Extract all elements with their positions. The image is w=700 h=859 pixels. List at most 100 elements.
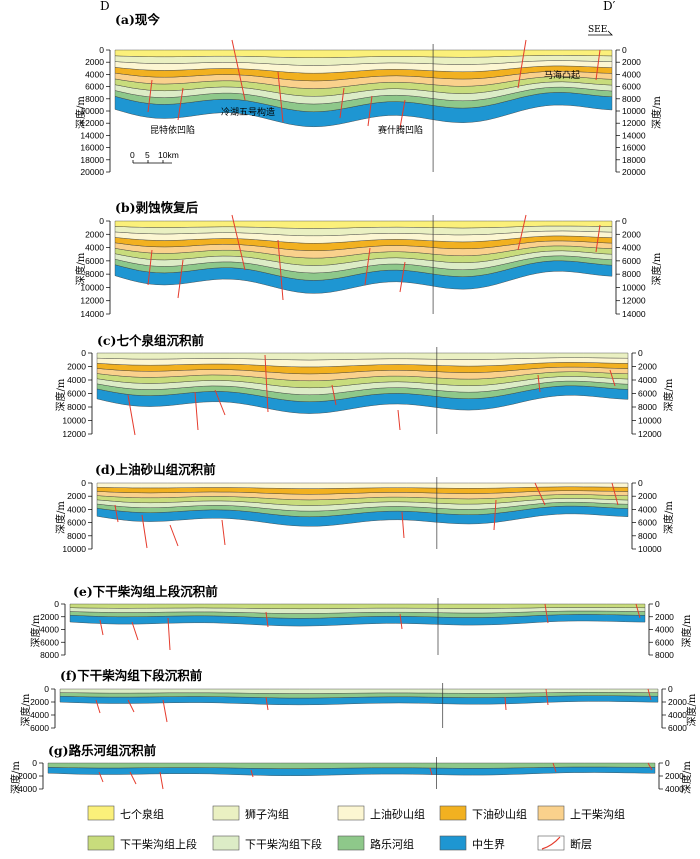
panel-a-title: (a)现今 [115, 12, 160, 27]
legend-item-xiagan-lower: 下干柴沟组下段 [212, 835, 322, 851]
tick-label: 2000 [67, 491, 86, 501]
legend-swatch [212, 805, 240, 821]
fault-line [399, 613, 403, 630]
tick-label: 4000 [622, 243, 641, 253]
tick-label: 0 [668, 684, 673, 694]
tick-label: 18000 [80, 155, 104, 165]
tick-label: 4000 [40, 625, 59, 635]
tick-label: 10000 [638, 416, 662, 426]
direction-label: SEE [588, 25, 607, 35]
fault-line [647, 762, 653, 771]
tick-label: 2000 [67, 362, 86, 372]
scale-bar: 0 5 10km [130, 150, 179, 164]
fault-line [114, 504, 119, 523]
legend-item-fault: 断层 [537, 835, 592, 851]
tick-label: 2000 [638, 491, 657, 501]
tick-label: 12000 [622, 118, 646, 128]
fault-line [231, 39, 246, 101]
depth-axis-label: 深度/m [74, 96, 87, 129]
fault-line [147, 249, 153, 286]
fault-line [339, 87, 345, 119]
depth-axis-label: 深度/m [662, 501, 675, 534]
tick-label: 12000 [80, 296, 104, 306]
tick-label: 14000 [80, 130, 104, 140]
panel-g-title: (g)路乐河组沉积前 [48, 743, 157, 758]
tick-label: 20000 [80, 167, 104, 177]
fault-line [177, 87, 184, 121]
legend-item-mesozoic: 中生界 [439, 835, 505, 851]
tick-label: 8000 [85, 269, 104, 279]
depth-axis-label: 深度/m [54, 501, 67, 534]
fault-line [534, 482, 546, 506]
fault-line [162, 699, 168, 723]
fault-line [504, 696, 507, 711]
legend-item-xiayoushashan: 下油砂山组 [439, 805, 527, 821]
tick-label: 10000 [622, 106, 646, 116]
tick-label: 16000 [622, 143, 646, 153]
tick-label: 4000 [638, 375, 657, 385]
tick-label: 4000 [668, 710, 687, 720]
legend-label: 上油砂山组 [370, 807, 425, 821]
tick-label: 8000 [638, 531, 657, 541]
fault-line [545, 688, 549, 706]
panel-f-title: (f)下干柴沟组下段沉积前 [60, 668, 203, 683]
start-label: D [100, 0, 110, 13]
tick-label: 6000 [30, 723, 49, 733]
tick-label: 12000 [80, 118, 104, 128]
legend-swatch [439, 835, 467, 851]
tick-label: 6000 [67, 518, 86, 528]
layer-band [114, 220, 613, 229]
fault-line [194, 391, 199, 431]
panel-d-title: (d)上油砂山组沉积前 [95, 462, 216, 477]
legend-label: 中生界 [472, 837, 505, 851]
fault-line [277, 239, 284, 301]
tick-label: 8000 [622, 269, 641, 279]
panel-a: 0 2000 4000 6000 8000 10000 12000 14000 16000 180… [74, 39, 663, 177]
legend-item-xiagan-upper: 下干柴沟组上段 [87, 835, 197, 851]
fault-line [264, 354, 269, 413]
tick-label: 4000 [85, 69, 104, 79]
fault-line [95, 699, 101, 714]
fault-line [552, 762, 557, 773]
depth-axis-label: 深度/m [29, 614, 42, 647]
tick-label: 4000 [622, 69, 641, 79]
depth-axis-label: 深度/m [685, 693, 698, 726]
fault-line [127, 699, 135, 713]
fault-line [399, 99, 406, 129]
legend-item-shizigou: 狮子沟组 [212, 805, 289, 821]
panel-b: 0 2000 4000 6000 8000 10000 12000 14000 深度/m 0 200… [74, 214, 663, 319]
fault-line [250, 769, 254, 778]
fault-line [141, 514, 148, 549]
legend-swatch [87, 805, 115, 821]
fault-line [647, 688, 652, 701]
tick-label: 10000 [622, 282, 646, 292]
legend-item-shangganchaigou: 上干柴沟组 [537, 805, 625, 821]
tick-label: 2000 [668, 697, 687, 707]
tick-label: 8000 [638, 402, 657, 412]
fault-line [167, 617, 171, 651]
tick-label: 2000 [85, 229, 104, 239]
legend-swatch [439, 805, 467, 821]
tick-label: 6000 [622, 256, 641, 266]
tick-label: 14000 [80, 309, 104, 319]
tick-label: 6000 [638, 389, 657, 399]
fault-line [609, 369, 616, 387]
tick-label: 4000 [18, 784, 37, 794]
legend-label: 下油砂山组 [472, 807, 527, 821]
tick-label: 2000 [622, 229, 641, 239]
tick-label: 0 [622, 45, 627, 55]
fault-line [517, 214, 527, 251]
fault-line [635, 603, 641, 619]
tick-label: 6000 [622, 82, 641, 92]
fault-line [98, 771, 104, 783]
lenghu-label: 冷湖五号构造 [221, 106, 275, 118]
fault-line [399, 261, 406, 293]
tick-label: 10000 [80, 106, 104, 116]
legend-label: 上干柴沟组 [570, 807, 625, 821]
legend-label: 下干柴沟组下段 [245, 837, 322, 851]
fault-line [265, 611, 269, 628]
fault-line [214, 389, 226, 416]
layer-band [114, 49, 613, 58]
fault-line [537, 374, 541, 393]
tick-label: 2000 [655, 612, 674, 622]
